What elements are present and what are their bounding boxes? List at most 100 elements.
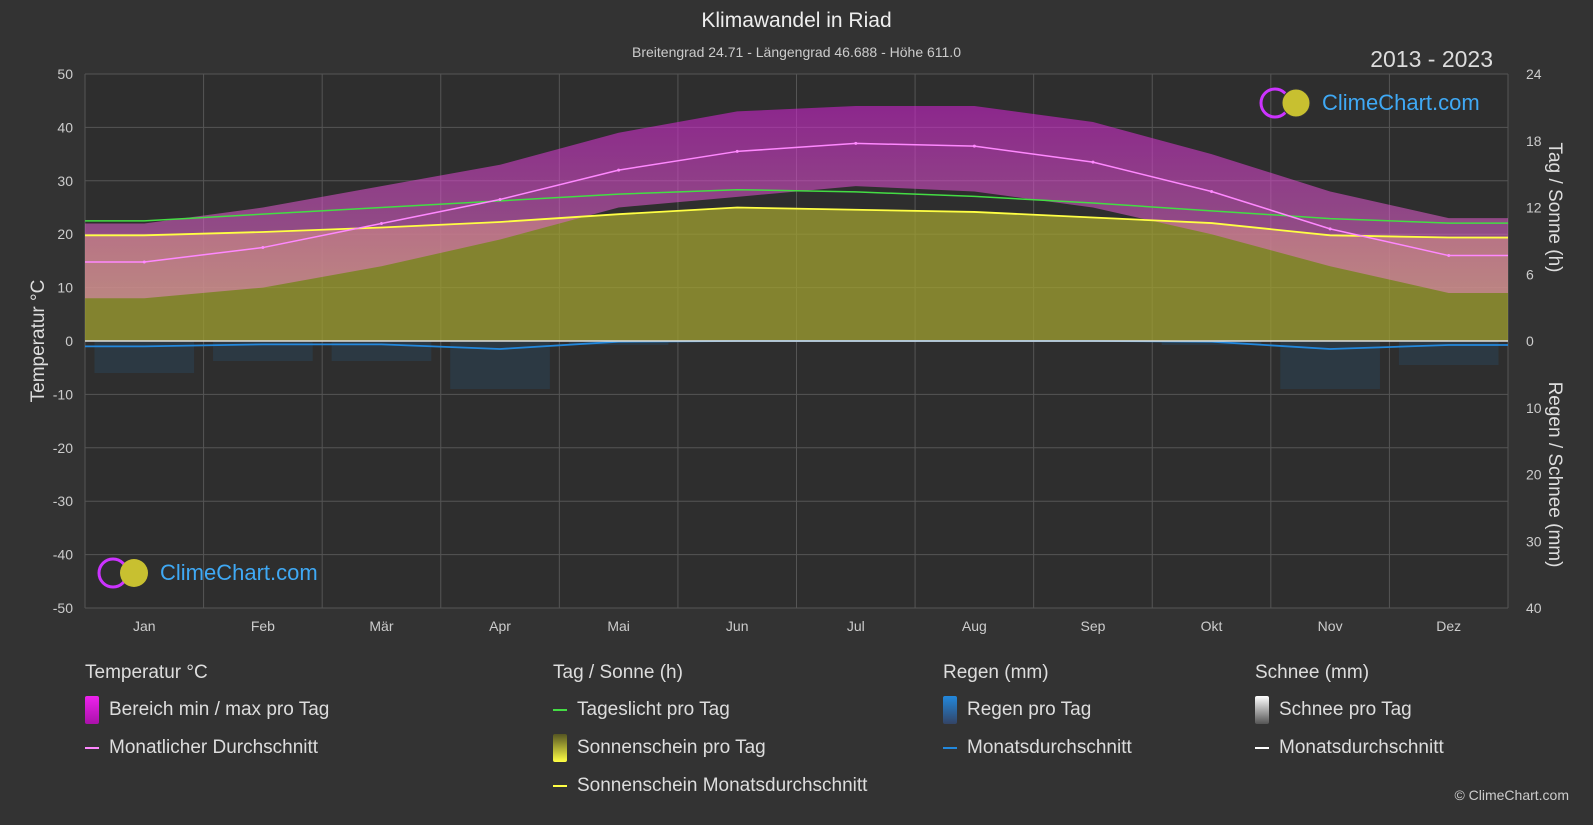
- temperature-avg-point: [854, 141, 858, 145]
- temperature-avg-point: [1328, 227, 1332, 231]
- legend-label: Schnee pro Tag: [1279, 699, 1412, 720]
- year-range: 2013 - 2023: [1370, 46, 1493, 72]
- y-right-tick-label: 24: [1526, 66, 1542, 82]
- brand-logo-bottom[interactable]: ClimeChart.com: [96, 556, 318, 590]
- chart-subtitle: Breitengrad 24.71 - Längengrad 46.688 - …: [632, 44, 961, 60]
- y-right-tick-label: 10: [1526, 400, 1542, 416]
- y-right-tick-label: 40: [1526, 600, 1542, 616]
- temperature-avg-line: [85, 142, 1508, 263]
- y-right-tick-label: 20: [1526, 467, 1542, 483]
- swatch-icon: [943, 696, 957, 724]
- legend-label: Monatsdurchschnitt: [1279, 737, 1444, 758]
- legend-item: Monatlicher Durchschnitt: [85, 736, 329, 760]
- y-tick-label: -10: [53, 386, 73, 402]
- temperature-avg-point: [972, 144, 976, 148]
- y-tick-label: -40: [53, 547, 73, 563]
- x-tick-label: Sep: [1080, 618, 1105, 634]
- legend-item: Monatsdurchschnitt: [943, 736, 1132, 760]
- temperature-avg-point: [379, 222, 383, 226]
- brand-text: ClimeChart.com: [1322, 90, 1480, 115]
- rain-bar: [1161, 341, 1262, 346]
- x-tick-label: Aug: [962, 618, 987, 634]
- legend-title: Tag / Sonne (h): [553, 662, 683, 683]
- x-tick-label: Jul: [847, 618, 865, 634]
- brand-text: ClimeChart.com: [160, 560, 318, 585]
- swatch-icon: [553, 734, 567, 762]
- legend-label: Sonnenschein Monatsdurchschnitt: [577, 775, 868, 796]
- temperature-avg-point: [1091, 160, 1095, 164]
- legend-item: Tageslicht pro Tag: [553, 698, 867, 722]
- legend-item: Bereich min / max pro Tag: [85, 696, 330, 724]
- temperature-avg-point: [261, 246, 265, 250]
- y-tick-label: 40: [57, 119, 73, 135]
- copyright: © ClimeChart.com: [1454, 787, 1569, 803]
- x-tick-label: Apr: [489, 618, 511, 634]
- y-right-tick-label: 30: [1526, 533, 1542, 549]
- rain-bar: [213, 341, 313, 362]
- x-tick-label: Feb: [251, 618, 275, 634]
- legend-label: Sonnenschein pro Tag: [577, 737, 766, 758]
- legend-item: Sonnenschein Monatsdurchschnitt: [553, 774, 867, 798]
- line-swatch-icon: [553, 709, 567, 711]
- y-right-tick-label: 12: [1526, 200, 1542, 216]
- line-swatch-icon: [1255, 747, 1269, 749]
- temperature-avg-point: [1210, 189, 1214, 193]
- temperature-avg-point: [617, 168, 621, 172]
- legend-rain: Regen (mm) Regen pro Tag Monatsdurchschn…: [943, 662, 1132, 774]
- line-swatch-icon: [553, 785, 567, 787]
- legend-item: Schnee pro Tag: [1255, 696, 1444, 724]
- chart-axes: 50 40 30 20 10 0 -10 -20 -30 -40 -50 Jan Feb Mär Apr Ma…: [28, 66, 1565, 634]
- x-tick-label: Nov: [1318, 618, 1343, 634]
- y-right-axis-title: Regen / Schnee (mm): [1544, 382, 1565, 568]
- y-tick-label: 20: [57, 226, 73, 242]
- daylight-line: [85, 188, 1508, 224]
- y-tick-label: -20: [53, 440, 73, 456]
- temperature-avg-point: [142, 260, 146, 264]
- legend-title: Schnee (mm): [1255, 662, 1370, 683]
- brand-logo-top[interactable]: ClimeChart.com: [1258, 86, 1480, 120]
- y-axis-title: Temperatur °C: [28, 280, 49, 403]
- y-right-tick-label: 18: [1526, 133, 1542, 149]
- x-tick-label: Okt: [1201, 618, 1223, 634]
- x-tick-label: Dez: [1436, 618, 1461, 634]
- legend-item: Sonnenschein pro Tag: [553, 734, 867, 762]
- temperature-avg-point: [735, 149, 739, 153]
- legend-label: Monatlicher Durchschnitt: [109, 737, 319, 758]
- y-tick-label: 30: [57, 173, 73, 189]
- legend-label: Tageslicht pro Tag: [577, 699, 730, 720]
- climechart-logo-icon: [97, 557, 148, 589]
- y-tick-label: -50: [53, 600, 73, 616]
- legend-item: Monatsdurchschnitt: [1255, 736, 1444, 760]
- sunshine-avg-line: [85, 206, 1508, 239]
- y-tick-label: 10: [57, 280, 73, 296]
- x-tick-label: Mär: [369, 618, 393, 634]
- line-swatch-icon: [85, 747, 99, 749]
- y-right-tick-label: 6: [1526, 266, 1534, 282]
- x-tick-label: Mai: [607, 618, 630, 634]
- line-swatch-icon: [943, 747, 957, 749]
- temperature-range-fill: [85, 106, 1508, 299]
- y-tick-label: 50: [57, 66, 73, 82]
- y-tick-label: -30: [53, 493, 73, 509]
- y-tick-label: 0: [65, 333, 73, 349]
- swatch-icon: [1255, 696, 1269, 724]
- rain-bar: [568, 341, 669, 346]
- x-tick-label: Jun: [726, 618, 749, 634]
- x-tick-label: Jan: [133, 618, 156, 634]
- swatch-icon: [85, 696, 99, 724]
- legend-title: Temperatur °C: [85, 662, 208, 683]
- y-right-axis-title: Tag / Sonne (h): [1544, 143, 1565, 273]
- y-right-tick-label: 0: [1526, 333, 1534, 349]
- legend-label: Regen pro Tag: [967, 699, 1092, 720]
- chart-title: Klimawandel in Riad: [701, 9, 892, 32]
- legend-label: Monatsdurchschnitt: [967, 737, 1132, 758]
- series-lines: [85, 141, 1508, 350]
- legend-temperature: Temperatur °C Bereich min / max pro Tag …: [85, 662, 329, 774]
- temperature-avg-point: [1447, 254, 1451, 258]
- legend-sun: Tag / Sonne (h) Tageslicht pro Tag Sonne…: [553, 662, 867, 812]
- climechart-logo-icon: [1259, 87, 1311, 119]
- legend-label: Bereich min / max pro Tag: [109, 699, 330, 720]
- legend-title: Regen (mm): [943, 662, 1049, 683]
- temperature-range-area: [85, 106, 1508, 299]
